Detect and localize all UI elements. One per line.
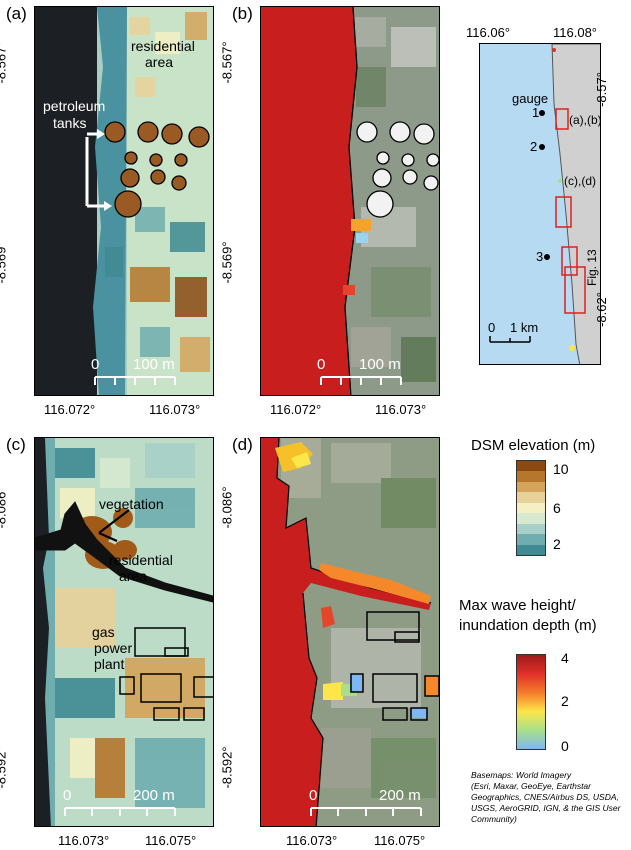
panel-b-ytick-1: -8.567° [219, 41, 235, 84]
panel-c-ytick-2: -8.592° [0, 746, 9, 789]
overview-ytick-2: -8.62° [593, 292, 609, 327]
legend-dsm-tick-2: 2 [553, 536, 561, 552]
credit-line-3: Geographics, CNES/Airbus DS, USDA, [471, 792, 619, 802]
overview-scale-dist: 1 km [510, 320, 538, 335]
panel-c-residential-text: residential [109, 552, 173, 568]
legend-wave-tick-4: 4 [561, 650, 569, 666]
credit-line-2: (Esri, Maxar, GeoEye, Earthstar [471, 781, 591, 791]
legend-wave-title-line2: inundation depth (m) [459, 617, 597, 634]
panel-c-power-text: power [94, 640, 132, 656]
legend-dsm-colorbar [516, 460, 546, 556]
panel-c-ytick-1: -8.086° [0, 486, 9, 529]
overview-box-ab-label: (a),(b) [569, 113, 601, 127]
panel-d-xtick-2: 116.075° [374, 833, 426, 848]
overview-box-cd-label: (c),(d) [564, 174, 596, 188]
panel-a-map: residential area petroleum tanks 0 100 m [34, 6, 214, 396]
panel-c-plant-text: plant [94, 656, 124, 672]
panel-c-scale-dist: 200 m [133, 787, 175, 804]
legend-wave-tick-2: 2 [561, 693, 569, 709]
panel-a-residential-text: residential [131, 38, 195, 54]
credit-line-5: Community) [471, 814, 517, 824]
legend-dsm-swatch-4 [517, 492, 545, 503]
panel-d-ytick-2: -8.592° [219, 746, 235, 789]
panel-c-map: vegetation residential area gas power pl… [34, 437, 214, 827]
overview-xtick-1: 116.06° [466, 25, 510, 40]
credit-line-1: Basemaps: World Imagery [471, 770, 572, 780]
panel-a-tanks-text: tanks [53, 115, 86, 131]
panel-a-ytick-1: -8.567° [0, 41, 9, 84]
overview-xtick-2: 116.08° [553, 25, 597, 40]
panel-d-label: (d) [232, 435, 253, 454]
panel-c-label: (c) [6, 435, 26, 454]
legend-dsm-swatch-3 [517, 481, 545, 493]
panel-a-ytick-2: -8.569° [0, 241, 9, 284]
legend-dsm-tick-10: 10 [553, 461, 569, 477]
panel-d-map: 0 200 m [260, 437, 440, 827]
legend-dsm-swatch-8 [517, 534, 545, 545]
panel-c-xtick-2: 116.075° [145, 833, 197, 848]
overview-gauge-3: 3 [536, 249, 543, 264]
panel-a-petroleum-text: petroleum [43, 98, 105, 114]
panel-b-xtick-1: 116.072° [270, 402, 322, 417]
panel-d-xtick-1: 116.073° [286, 833, 338, 848]
panel-c-area-text: area [119, 568, 147, 584]
panel-d-scale-zero: 0 [309, 787, 317, 804]
panel-b-scale-zero: 0 [317, 356, 325, 373]
panel-b-map: 0 100 m [260, 6, 440, 396]
panel-a-label: (a) [6, 4, 27, 23]
panel-c-xtick-1: 116.073° [58, 833, 110, 848]
legend-dsm-swatch-2 [517, 471, 545, 482]
panel-a-xtick-2: 116.073° [149, 402, 201, 417]
panel-b-scale-dist: 100 m [359, 356, 401, 373]
panel-a-dsm-image: residential area petroleum tanks 0 100 m [35, 7, 213, 395]
panel-b-xtick-2: 116.073° [375, 402, 427, 417]
basemap-credit: Basemaps: World Imagery (Esri, Maxar, Ge… [471, 770, 620, 825]
legend-wave-title-line1: Max wave height/ [459, 597, 576, 614]
overview-map: gauge 1 2 3 (a),(b) (c),(d) Fig. 13 0 1 … [479, 43, 601, 365]
overview-gauge-1: 1 [532, 105, 539, 120]
credit-line-4: USGS, AeroGRID, IGN, & the GIS User [471, 803, 621, 813]
panel-a-scale-zero: 0 [91, 356, 99, 373]
overview-map-image: gauge 1 2 3 (a),(b) (c),(d) Fig. 13 0 1 … [480, 44, 601, 364]
overview-ytick-1: -8.57° [593, 72, 609, 107]
legend-dsm-swatch-6 [517, 513, 545, 524]
overview-scale-zero: 0 [488, 320, 495, 335]
legend-dsm-title: DSM elevation (m) [471, 437, 596, 454]
panel-d-ytick-1: -8.086° [219, 486, 235, 529]
legend-dsm-swatch-7 [517, 523, 545, 535]
panel-b-label: (b) [232, 4, 253, 23]
legend-dsm-swatch-5 [517, 502, 545, 514]
panel-a-area-text: area [145, 54, 173, 70]
overview-gauge-label: gauge [512, 91, 548, 106]
panel-a-xtick-1: 116.072° [44, 402, 96, 417]
panel-d-inundation-image: 0 200 m [261, 438, 439, 826]
legend-dsm-swatch-1 [517, 461, 545, 472]
panel-a-scale-dist: 100 m [133, 356, 175, 373]
legend-dsm-tick-6: 6 [553, 500, 561, 516]
panel-c-vegetation-text: vegetation [99, 496, 164, 512]
panel-c-gas-text: gas [92, 624, 115, 640]
legend-wave-tick-0: 0 [561, 738, 569, 754]
panel-b-inundation-image: 0 100 m [261, 7, 439, 395]
panel-d-scale-dist: 200 m [379, 787, 421, 804]
panel-c-scale-zero: 0 [63, 787, 71, 804]
legend-dsm-swatch-9 [517, 544, 545, 555]
overview-box-fig13-label: Fig. 13 [585, 249, 599, 286]
panel-b-ytick-2: -8.569° [219, 241, 235, 284]
legend-wave-colorbar [516, 654, 546, 750]
overview-gauge-2: 2 [530, 139, 537, 154]
panel-c-dsm-image: vegetation residential area gas power pl… [35, 438, 213, 826]
